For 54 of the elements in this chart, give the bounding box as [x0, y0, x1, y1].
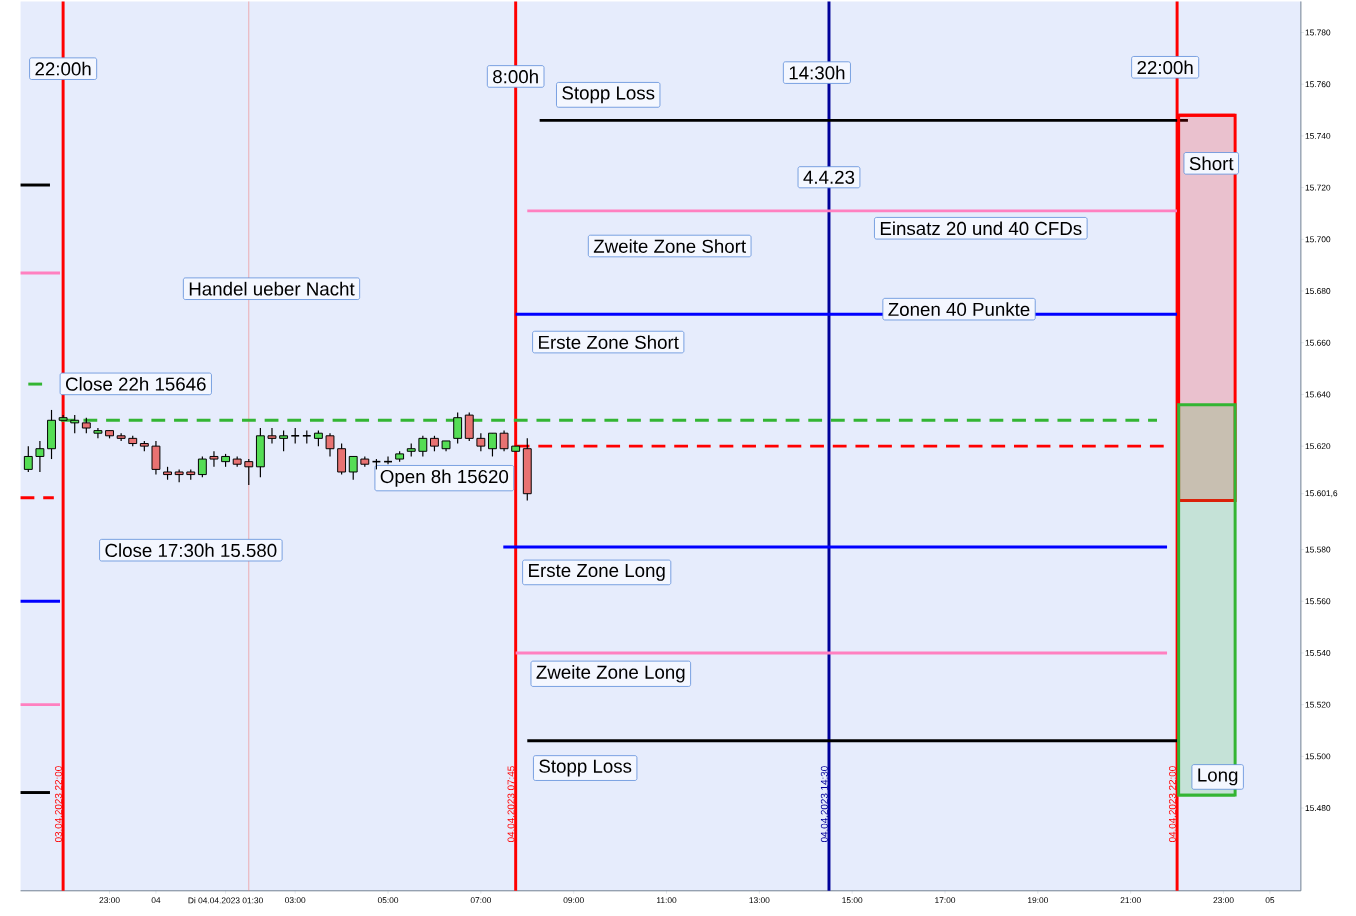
y-tick-label: 15.740: [1305, 132, 1331, 139]
y-tick-label: 15.680: [1305, 287, 1331, 294]
annotation: 22:00h: [35, 61, 91, 76]
x-tick-label: 19:00: [1028, 897, 1048, 903]
x-tick-label: 05:00: [377, 897, 399, 903]
x-tick-label: 15:00: [842, 897, 863, 903]
y-tick-label: 15.540: [1305, 649, 1331, 656]
annotation: Close 22h 15646: [66, 376, 206, 391]
y-tick-label: 15.520: [1305, 701, 1331, 708]
annotation: Handel ueber Nacht: [189, 281, 355, 296]
y-tick-label: 15.560: [1305, 598, 1331, 605]
y-tick-label: 15.480: [1305, 804, 1331, 811]
y-tick-label: 15.720: [1305, 184, 1331, 191]
annotation: Long: [1198, 768, 1238, 786]
y-tick-label: 15.700: [1305, 236, 1331, 243]
x-tick-label: 03:00: [285, 897, 306, 903]
annotation: Zweite Zone Long: [536, 664, 685, 683]
annotation: 8:00h: [493, 69, 538, 84]
annotation: Zweite Zone Short: [593, 238, 746, 253]
annotation: Einsatz 20 und 40 CFDs: [880, 221, 1082, 235]
annotation: Short: [1189, 156, 1234, 171]
x-tick-label: 07:00: [470, 897, 491, 903]
ref-line-label: 04.04.2023 22:00: [1168, 766, 1176, 842]
annotation: 14:30h: [789, 65, 845, 80]
x-tick-label: 17:00: [935, 897, 956, 903]
y-tick-label: 15.580: [1305, 546, 1331, 553]
x-tick-label: 11:00: [656, 897, 677, 903]
y-tick-label: 15.780: [1305, 29, 1331, 36]
x-tick-label: 05: [1265, 897, 1275, 903]
annotation: Open 8h 15620: [380, 469, 509, 487]
x-tick-label: 23:00: [1213, 897, 1234, 903]
y-tick-label: 15.640: [1305, 391, 1331, 398]
y-tick-label: 15.620: [1305, 442, 1331, 449]
x-tick-label: 13:00: [749, 897, 770, 903]
y-tick-label: 15.660: [1305, 339, 1331, 346]
annotation: 22:00h: [1137, 60, 1193, 74]
x-tick-label: 21:00: [1120, 897, 1141, 903]
x-tick-label: 09:00: [563, 897, 584, 903]
ref-line-label: 04.04.2023 07:45: [507, 766, 515, 842]
annotation: Zonen 40 Punkte: [888, 302, 1030, 316]
annotation: Erste Zone Short: [539, 335, 679, 349]
annotation: 4.4.23: [803, 170, 855, 184]
annotation: Close 17:30h 15.580: [105, 543, 277, 557]
ref-line-label: 03.04.2023 22:00: [54, 766, 62, 842]
annotation: Stopp Loss: [539, 759, 632, 777]
x-tick-label: 04: [151, 897, 161, 903]
y-tick-label: 15.760: [1305, 81, 1331, 87]
annotation: Erste Zone Long: [529, 563, 665, 581]
y-tick-label: 15.601,6: [1305, 490, 1338, 497]
x-tick-label: Di 04.04.2023 01:30: [188, 897, 263, 904]
y-tick-label: 15.500: [1305, 753, 1331, 760]
annotation: Stopp Loss: [562, 86, 655, 104]
ref-line-label: 04.04.2023 14:30: [820, 766, 828, 842]
x-tick-label: 23:00: [99, 897, 120, 903]
